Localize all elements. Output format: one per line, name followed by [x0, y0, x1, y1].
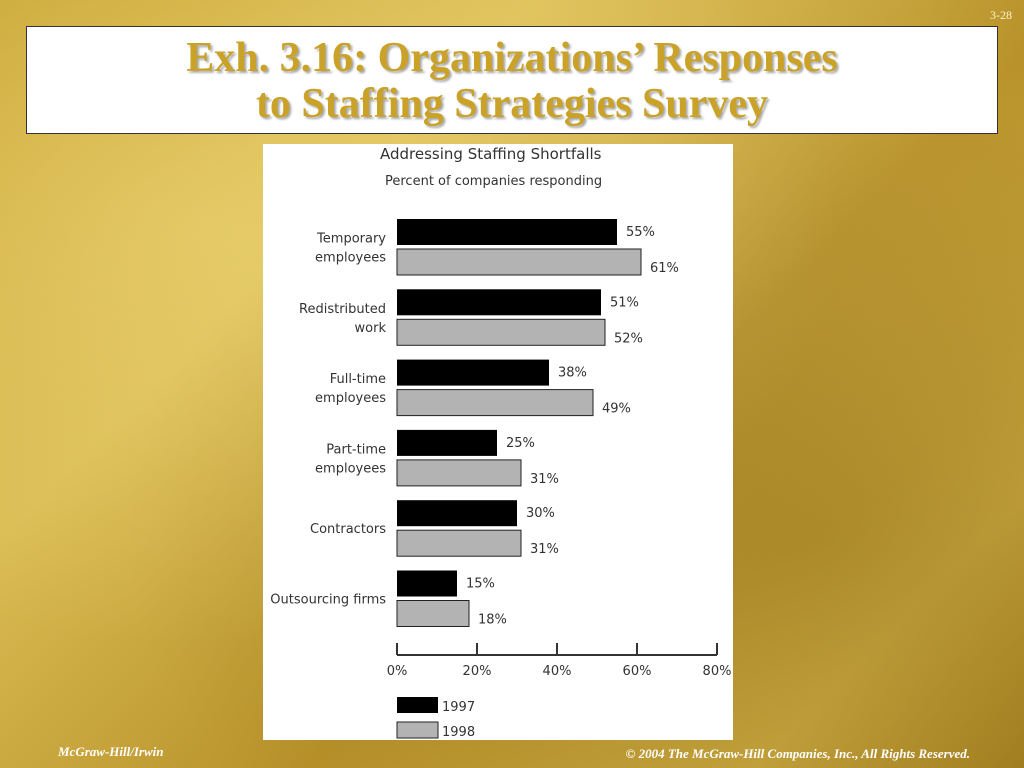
bar-1998 [396, 529, 522, 557]
x-tick-label: 20% [463, 664, 492, 679]
bars-layer: Temporary employees 55% 61% Redistributed wor… [270, 219, 679, 628]
bar-1997 [397, 359, 549, 386]
category-label: work [355, 321, 387, 336]
category-label: employees [315, 461, 386, 476]
bar-value-label: 25% [506, 436, 535, 451]
bar-value-label: 49% [602, 402, 631, 417]
category-label: Redistributed [299, 302, 386, 317]
legend-swatch-1997 [397, 697, 438, 713]
x-tick-label: 60% [623, 664, 652, 679]
footer-publisher: McGraw-Hill/Irwin [58, 744, 164, 759]
slide-number: 3-28 [990, 8, 1012, 22]
slide-title-line-2: to Staffing Strategies Survey [255, 81, 769, 127]
category-label: Full-time [330, 372, 386, 387]
bar-value-label: 52% [614, 331, 643, 346]
category-label: Contractors [310, 522, 386, 537]
legend-label-1998: 1998 [442, 725, 475, 740]
category-label: employees [315, 251, 386, 266]
category-label: Part-time [326, 442, 386, 457]
category-label: Outsourcing firms [270, 593, 386, 608]
bar-value-label: 38% [558, 366, 587, 381]
title-box: Exh. 3.16: Organizations’ Responses to S… [26, 26, 998, 134]
bar-1998 [396, 248, 642, 276]
bar-value-label: 61% [650, 261, 679, 276]
legend-swatch-1998 [396, 721, 439, 739]
bar-value-label: 15% [466, 577, 495, 592]
bar-1997 [397, 570, 457, 597]
bar-chart: Addressing Staffing Shortfalls Percent o… [270, 145, 732, 740]
chart-subtitle: Percent of companies responding [385, 174, 602, 189]
bar-1998 [396, 389, 594, 417]
bar-value-label: 31% [530, 542, 559, 557]
bar-1998 [396, 459, 522, 487]
bar-1997 [397, 500, 517, 527]
bar-1998 [396, 318, 606, 346]
x-tick-label: 40% [543, 664, 572, 679]
bar-1997 [397, 219, 617, 245]
legend: 1997 1998 [396, 697, 475, 740]
bar-1997 [397, 429, 497, 456]
slide-title-line-1: Exh. 3.16: Organizations’ Responses [186, 35, 838, 81]
bar-value-label: 51% [610, 295, 639, 310]
category-label: Temporary [316, 232, 386, 247]
category-label: employees [315, 391, 386, 406]
x-axis: 0% 20% 40% 60% 80% [387, 643, 732, 679]
bar-value-label: 18% [478, 613, 507, 628]
legend-label-1997: 1997 [442, 700, 475, 715]
x-tick-label: 0% [387, 664, 408, 679]
footer-copyright: © 2004 The McGraw-Hill Companies, Inc., … [625, 746, 970, 761]
bar-value-label: 31% [530, 472, 559, 487]
bar-value-label: 55% [626, 225, 655, 240]
chart-title: Addressing Staffing Shortfalls [380, 145, 602, 163]
bar-1998 [396, 600, 470, 627]
bar-1997 [397, 289, 601, 316]
bar-value-label: 30% [526, 506, 555, 521]
chart-panel: Addressing Staffing Shortfalls Percent o… [263, 144, 733, 740]
x-tick-label: 80% [703, 664, 732, 679]
